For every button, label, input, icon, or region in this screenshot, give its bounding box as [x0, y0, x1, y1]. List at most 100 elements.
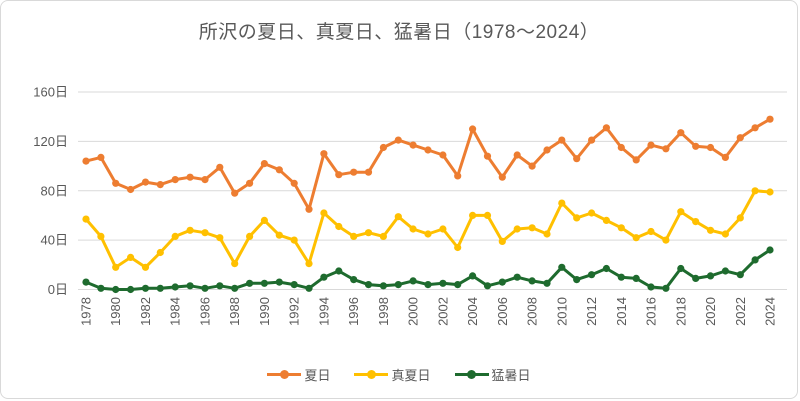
- data-point-summer-days: [528, 162, 536, 170]
- x-tick-label: 2004: [465, 297, 480, 326]
- data-point-midsummer-days: [602, 216, 611, 224]
- data-point-summer-days: [692, 142, 700, 150]
- data-point-midsummer-days: [112, 263, 120, 271]
- data-point-extreme-heat-days: [469, 272, 477, 280]
- data-point-extreme-heat-days: [379, 282, 387, 290]
- x-tick-label: 2006: [495, 297, 510, 326]
- x-tick-label: 2008: [525, 297, 540, 326]
- x-tick-label: 1994: [316, 297, 331, 326]
- data-point-summer-days: [424, 146, 432, 154]
- data-point-midsummer-days: [394, 213, 402, 221]
- data-point-midsummer-days: [424, 230, 432, 238]
- x-tick-label: 1978: [79, 297, 94, 326]
- data-point-midsummer-days: [82, 215, 90, 223]
- data-point-midsummer-days: [513, 225, 521, 233]
- data-point-midsummer-days: [617, 224, 625, 232]
- data-point-midsummer-days: [409, 225, 417, 233]
- data-point-midsummer-days: [766, 188, 774, 196]
- data-point-extreme-heat-days: [543, 279, 551, 287]
- x-tick-label: 1996: [346, 297, 361, 326]
- data-point-extreme-heat-days: [439, 279, 447, 287]
- data-point-midsummer-days: [677, 208, 685, 216]
- data-point-summer-days: [260, 160, 268, 168]
- data-point-summer-days: [588, 136, 596, 144]
- data-point-midsummer-days: [201, 229, 209, 237]
- data-point-summer-days: [677, 129, 685, 137]
- data-point-extreme-heat-days: [721, 267, 730, 275]
- data-point-summer-days: [364, 168, 373, 176]
- data-point-extreme-heat-days: [706, 272, 715, 280]
- data-point-summer-days: [602, 124, 611, 132]
- legend-marker-summer-days-icon: [267, 370, 302, 380]
- data-point-extreme-heat-days: [766, 246, 774, 254]
- data-point-extreme-heat-days: [335, 267, 343, 275]
- x-tick-label: 2020: [703, 297, 718, 326]
- data-point-midsummer-days: [751, 187, 759, 195]
- data-point-summer-days: [736, 134, 744, 142]
- data-point-midsummer-days: [498, 237, 506, 245]
- data-point-extreme-heat-days: [364, 281, 373, 289]
- data-point-extreme-heat-days: [409, 277, 417, 285]
- data-point-summer-days: [320, 150, 328, 158]
- chart-legend: 夏日 真夏日 猛暑日: [1, 365, 797, 384]
- legend-label-summer-days: 夏日: [304, 368, 331, 383]
- data-point-summer-days: [305, 205, 313, 213]
- data-point-extreme-heat-days: [483, 282, 492, 290]
- data-point-extreme-heat-days: [602, 264, 611, 273]
- data-point-midsummer-days: [141, 263, 150, 271]
- data-point-summer-days: [394, 136, 402, 144]
- data-point-midsummer-days: [647, 227, 655, 236]
- data-point-summer-days: [513, 151, 521, 159]
- data-point-extreme-heat-days: [82, 278, 90, 286]
- data-point-extreme-heat-days: [290, 281, 298, 289]
- y-tick-label: 160日: [33, 85, 68, 100]
- data-point-extreme-heat-days: [350, 276, 358, 284]
- series-midsummer-days: [82, 187, 774, 271]
- data-point-midsummer-days: [127, 253, 135, 261]
- data-point-extreme-heat-days: [528, 277, 536, 285]
- data-point-summer-days: [706, 143, 715, 152]
- legend-marker-midsummer-days-icon: [354, 370, 389, 380]
- data-point-extreme-heat-days: [97, 284, 105, 292]
- data-point-extreme-heat-days: [692, 274, 700, 282]
- data-point-summer-days: [201, 176, 209, 184]
- data-point-extreme-heat-days: [231, 284, 239, 292]
- data-point-midsummer-days: [246, 232, 254, 240]
- data-point-extreme-heat-days: [588, 271, 596, 279]
- data-point-midsummer-days: [469, 211, 477, 219]
- data-point-midsummer-days: [350, 232, 358, 240]
- data-point-summer-days: [97, 153, 105, 161]
- y-axis-labels: 0日 40日 80日 120日 160日: [33, 85, 68, 298]
- data-point-midsummer-days: [528, 224, 536, 232]
- data-point-midsummer-days: [588, 209, 596, 217]
- data-point-extreme-heat-days: [573, 276, 581, 284]
- x-tick-label: 1982: [138, 297, 153, 326]
- chart-title: 所沢の夏日、真夏日、猛暑日（1978～2024）: [198, 22, 600, 43]
- data-point-summer-days: [156, 181, 164, 189]
- data-point-summer-days: [647, 141, 655, 149]
- data-point-midsummer-days: [439, 225, 447, 233]
- data-point-extreme-heat-days: [677, 264, 685, 273]
- data-point-extreme-heat-days: [454, 281, 462, 289]
- data-point-extreme-heat-days: [141, 284, 150, 292]
- data-point-extreme-heat-days: [305, 284, 313, 292]
- data-point-midsummer-days: [171, 232, 179, 240]
- data-point-midsummer-days: [186, 226, 194, 234]
- data-point-summer-days: [141, 178, 150, 186]
- data-point-midsummer-days: [216, 234, 224, 242]
- x-tick-label: 2024: [763, 297, 778, 326]
- x-tick-label: 2018: [673, 297, 688, 326]
- legend-item-midsummer-days: 真夏日: [354, 365, 431, 384]
- data-point-midsummer-days: [364, 229, 373, 237]
- x-axis-labels: 1978 1980 1982 1984 1986 1988 1990 1992 1994 1996…: [79, 297, 778, 326]
- x-tick-label: 1980: [108, 297, 123, 326]
- data-point-summer-days: [186, 173, 194, 181]
- data-point-midsummer-days: [736, 214, 744, 222]
- data-point-summer-days: [246, 179, 254, 187]
- data-point-midsummer-days: [335, 222, 343, 231]
- data-point-midsummer-days: [231, 260, 239, 268]
- data-point-summer-days: [379, 143, 387, 152]
- data-point-summer-days: [171, 176, 179, 184]
